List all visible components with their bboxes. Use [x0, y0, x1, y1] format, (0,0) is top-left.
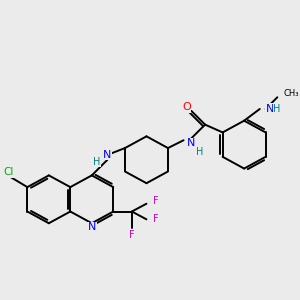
Text: H: H: [273, 104, 281, 114]
Text: H: H: [93, 157, 100, 167]
Text: Cl: Cl: [3, 167, 13, 178]
Text: N: N: [266, 104, 274, 114]
Text: CH₃: CH₃: [283, 89, 299, 98]
Text: F: F: [129, 230, 135, 240]
Text: O: O: [182, 102, 191, 112]
Text: N: N: [103, 150, 112, 160]
Text: N: N: [187, 138, 196, 148]
Text: F: F: [153, 196, 159, 206]
Text: H: H: [196, 147, 203, 157]
Text: N: N: [88, 222, 96, 232]
Text: F: F: [153, 214, 159, 224]
